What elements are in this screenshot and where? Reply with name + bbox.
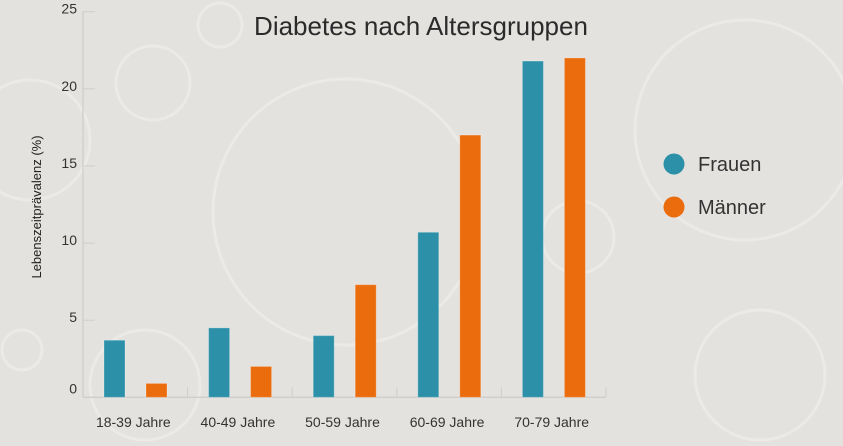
bar-frauen-2 (312, 335, 335, 398)
y-tick-label: 25 (61, 1, 77, 17)
bar-mnner-2 (354, 284, 377, 398)
bar-frauen-0 (103, 339, 126, 398)
x-tick-label: 50-59 Jahre (305, 414, 380, 430)
bar-mnner-0 (145, 382, 168, 398)
y-tick-label: 10 (61, 232, 77, 248)
legend-marker (663, 196, 685, 218)
bar-frauen-4 (521, 60, 544, 398)
legend-marker (663, 153, 685, 175)
x-tick-label: 18-39 Jahre (96, 414, 171, 430)
bars (103, 57, 586, 398)
x-tick-label: 60-69 Jahre (410, 414, 485, 430)
legend: Frauen Männer (663, 153, 766, 219)
y-tick-label: 15 (61, 155, 77, 171)
legend-label: Männer (698, 197, 766, 219)
legend-label: Frauen (698, 154, 761, 176)
y-tick-label: 20 (61, 78, 77, 94)
x-tick-label: 40-49 Jahre (201, 414, 276, 430)
bar-frauen-1 (208, 327, 231, 398)
axes: 0 5 10 15 20 25 (61, 1, 607, 398)
x-tick-label: 70-79 Jahre (514, 414, 589, 430)
bar-mnner-3 (459, 134, 482, 398)
y-tick-label: 5 (69, 309, 77, 325)
y-axis-label: Lebenszeitprävalenz (%) (29, 135, 44, 278)
x-tick-labels: 18-39 Jahre 40-49 Jahre 50-59 Jahre 60-69 J… (96, 414, 589, 430)
bar-mnner-4 (563, 57, 586, 398)
bar-mnner-1 (250, 365, 273, 398)
bar-frauen-3 (417, 231, 440, 398)
y-tick-label: 0 (69, 380, 77, 396)
chart-title: Diabetes nach Altersgruppen (254, 11, 588, 41)
